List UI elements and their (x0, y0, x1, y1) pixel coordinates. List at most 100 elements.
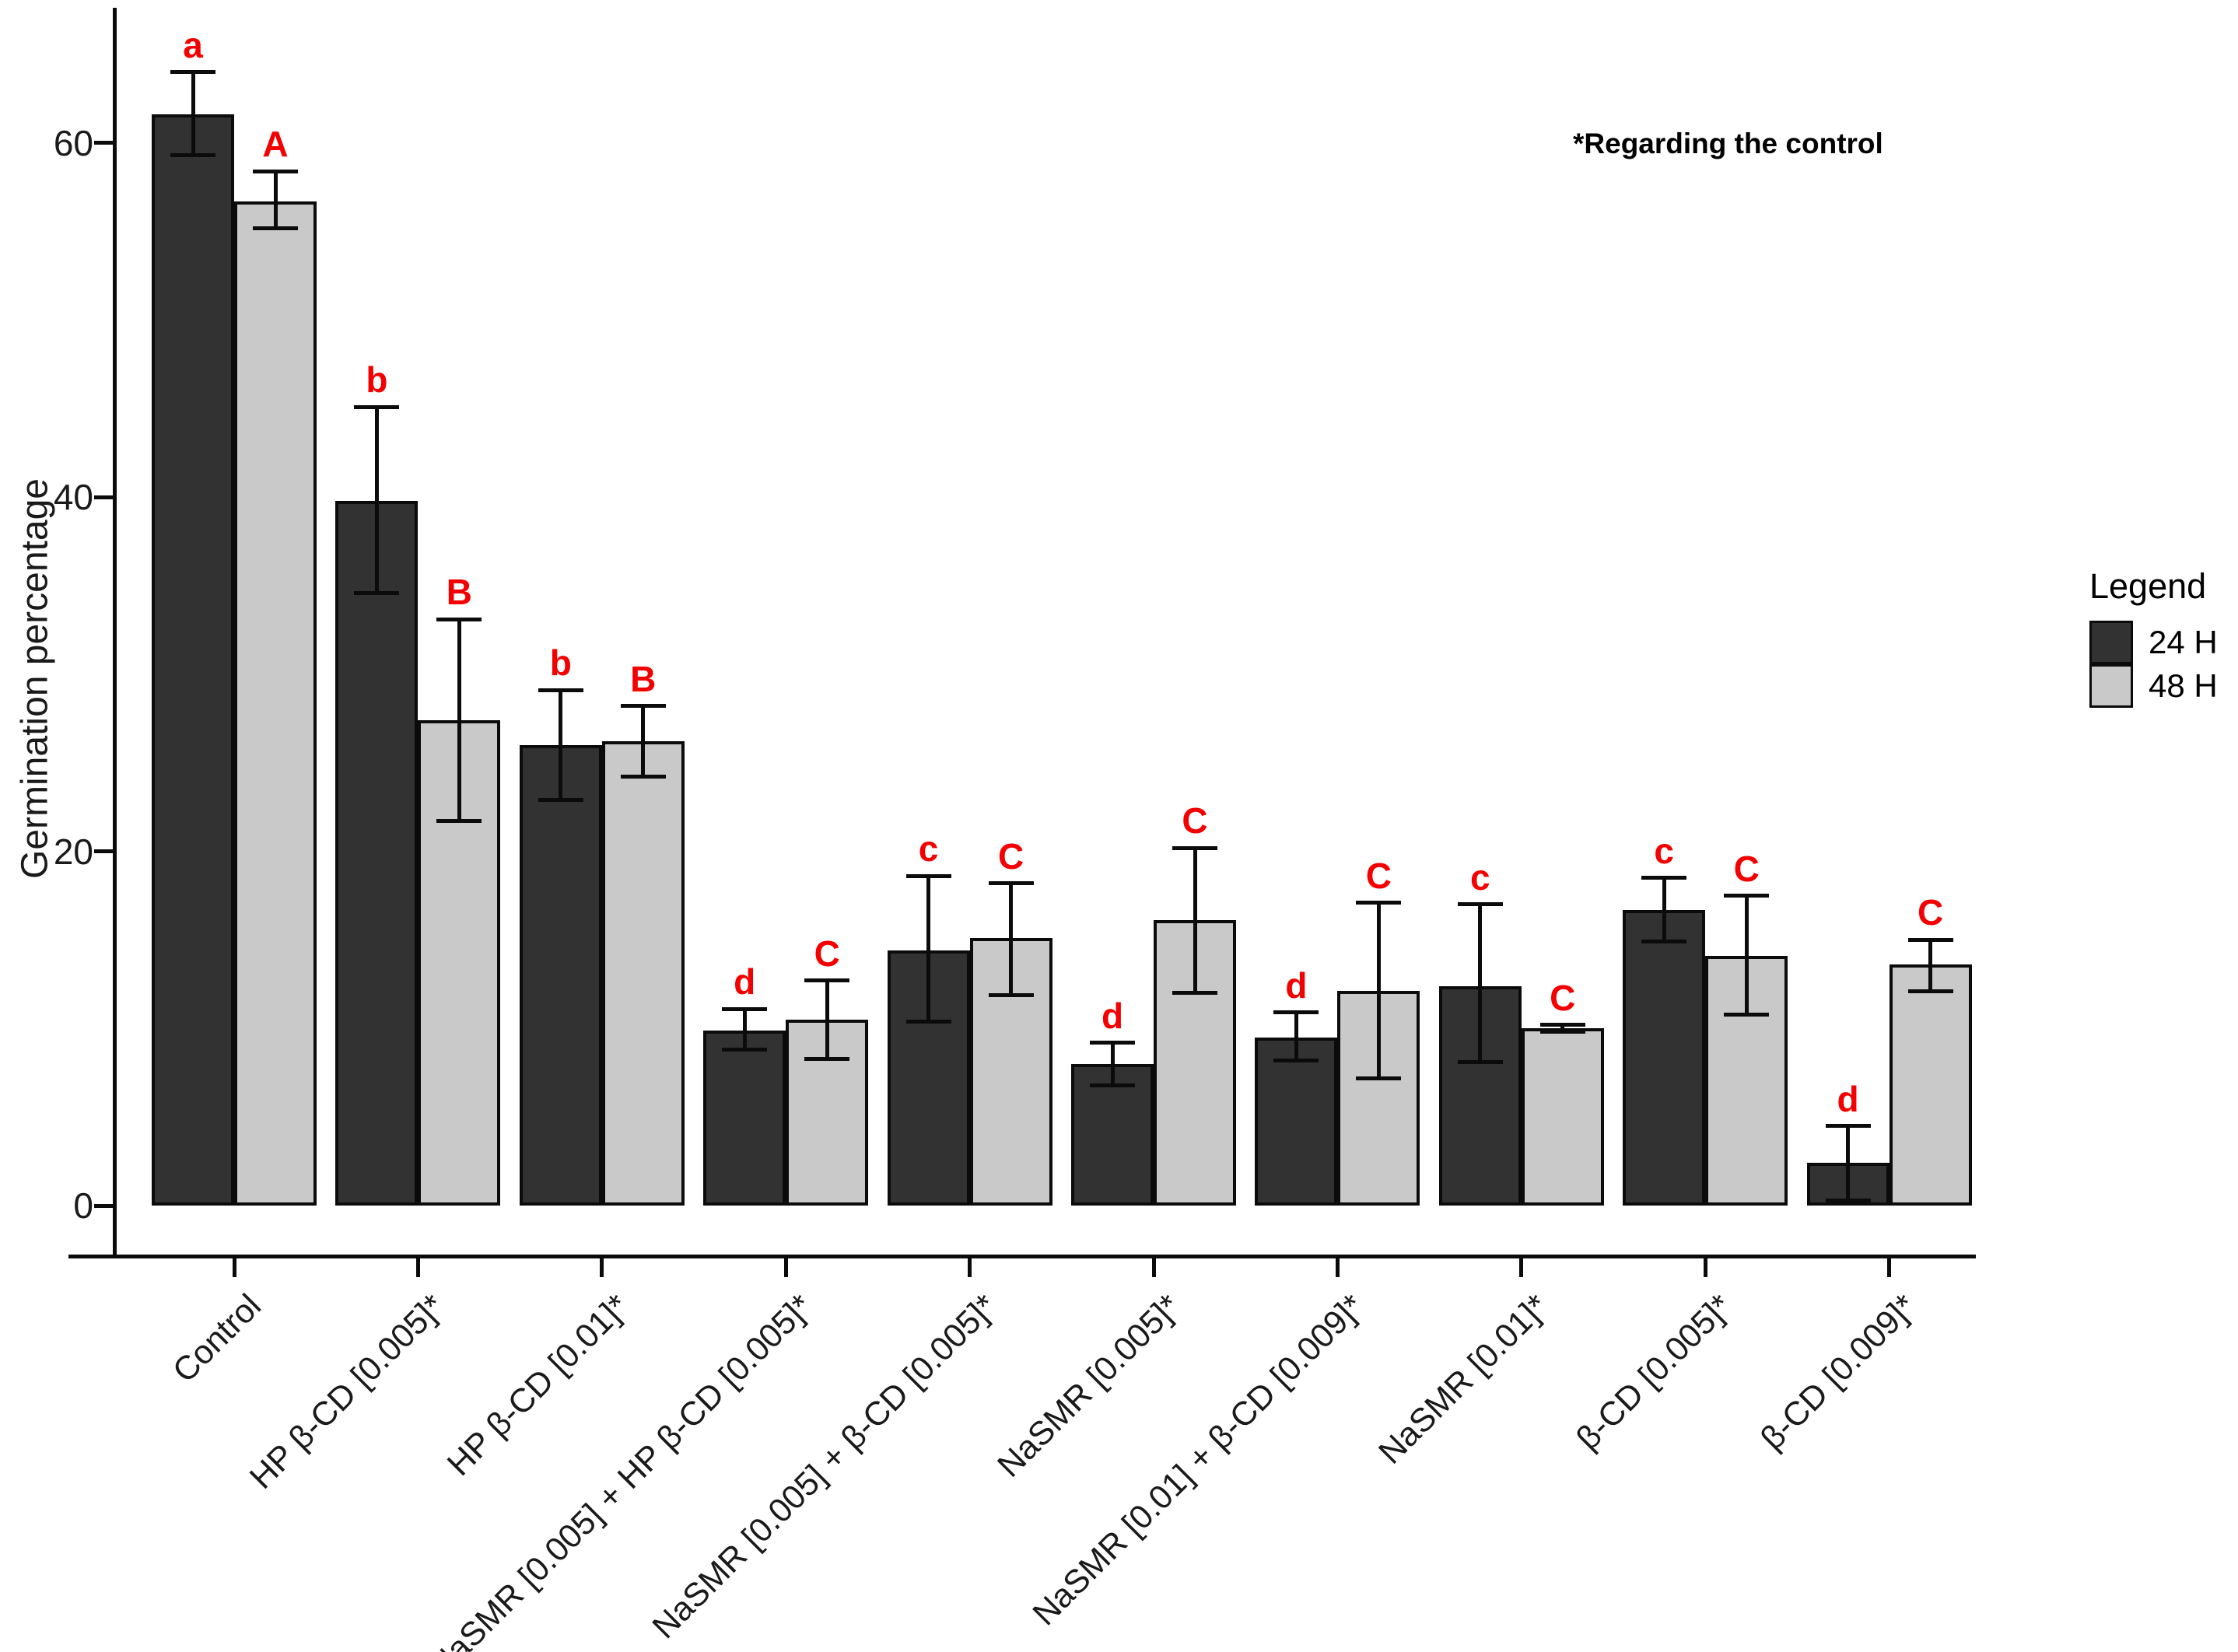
y-tick-label: 0 (73, 1185, 93, 1226)
x-axis-line (68, 1255, 1976, 1258)
x-tick-mark (1519, 1257, 1524, 1277)
bar-24h (703, 1030, 786, 1206)
error-bar-line (1294, 1012, 1298, 1061)
error-bar-line (1110, 1042, 1115, 1086)
legend-swatch-24h (2089, 621, 2133, 664)
error-bar-cap-bottom (1273, 1058, 1319, 1062)
x-tick-mark (600, 1257, 604, 1277)
error-bar-cap-bottom (804, 1056, 850, 1061)
error-bar-line (926, 876, 931, 1022)
error-bar-cap-top (804, 978, 850, 983)
error-bar-cap-bottom (354, 590, 400, 595)
error-bar-cap-top (1641, 876, 1687, 880)
y-tick-label: 20 (53, 831, 93, 872)
x-tick-mark (1887, 1257, 1892, 1277)
x-tick-mark (415, 1257, 420, 1277)
error-bar-cap-top (1907, 937, 1953, 942)
error-bar-cap-top (988, 881, 1034, 886)
error-bar-cap-top (1356, 901, 1402, 905)
bar-24h (1255, 1037, 1338, 1206)
error-bar-line (1009, 883, 1014, 996)
error-bar-cap-top (722, 1006, 768, 1011)
error-bar-line (1560, 1024, 1565, 1032)
significance-letter: C (1182, 800, 1208, 842)
y-tick-label: 60 (53, 122, 93, 163)
x-tick-mark (1335, 1257, 1340, 1277)
bar-24h (335, 500, 419, 1206)
error-bar-cap-bottom (538, 798, 583, 803)
error-bar-cap-top (1825, 1124, 1871, 1129)
legend-item-label: 24 H (2149, 624, 2218, 660)
error-bar-cap-bottom (1907, 989, 1953, 993)
error-bar-cap-top (538, 688, 583, 692)
error-bar-cap-bottom (1172, 991, 1217, 996)
error-bar-cap-bottom (1457, 1060, 1503, 1065)
error-bar-cap-top (905, 873, 951, 878)
error-bar-cap-top (1724, 894, 1770, 898)
significance-letter: b (549, 642, 572, 684)
x-tick-mark (783, 1257, 788, 1277)
error-bar-line (1744, 895, 1749, 1015)
x-tick-mark (232, 1257, 236, 1277)
y-tick-mark (94, 849, 114, 854)
legend-item: 24 H (2089, 621, 2218, 664)
error-bar-line (457, 619, 461, 821)
error-bar-cap-top (1539, 1023, 1585, 1027)
error-bar-line (374, 407, 379, 593)
x-tick-mark (968, 1257, 972, 1277)
error-bar-line (1662, 877, 1666, 942)
error-bar-cap-top (436, 617, 482, 621)
legend-item-label: 48 H (2149, 667, 2218, 704)
y-tick-mark (94, 141, 114, 145)
significance-letter: C (997, 835, 1024, 877)
error-bar-cap-bottom (1724, 1012, 1770, 1017)
y-tick-label: 40 (53, 477, 93, 518)
error-bar-line (273, 171, 278, 229)
error-bar-cap-top (620, 704, 666, 709)
error-bar-line (1846, 1125, 1851, 1201)
significance-letter: d (1285, 964, 1308, 1006)
x-tick-mark (1703, 1257, 1707, 1277)
significance-letter: C (1365, 855, 1392, 896)
annotation-regarding-control: *Regarding the control (1573, 128, 1883, 159)
significance-letter: C (1550, 977, 1576, 1018)
bar-48h (601, 741, 685, 1206)
y-tick-mark (94, 495, 114, 499)
bar-48h (1521, 1028, 1604, 1206)
legend-item: 48 H (2089, 664, 2218, 708)
significance-letter: A (262, 124, 289, 165)
y-tick-mark (94, 1203, 114, 1208)
bar-48h (786, 1019, 869, 1206)
significance-letter: b (366, 359, 388, 401)
significance-letter: C (814, 933, 840, 974)
bar-24h (519, 744, 602, 1206)
x-tick-mark (1151, 1257, 1156, 1277)
error-bar-cap-top (170, 70, 215, 75)
error-bar-cap-bottom (722, 1048, 768, 1052)
bar-48h (234, 201, 317, 1206)
error-bar-line (559, 690, 563, 800)
significance-letter: a (183, 24, 203, 65)
error-bar-cap-bottom (436, 819, 482, 824)
significance-letter: B (630, 658, 657, 699)
bar-24h (1071, 1063, 1154, 1206)
error-bar-cap-top (1457, 902, 1503, 907)
error-bar-line (825, 980, 829, 1059)
y-axis-line (113, 8, 117, 1258)
significance-letter: d (1837, 1078, 1859, 1119)
legend-title: Legend (2089, 566, 2207, 606)
error-bar-cap-bottom (620, 775, 666, 779)
legend-items: 24 H 48 H (2089, 621, 2218, 708)
significance-letter: d (1101, 995, 1124, 1036)
y-axis-title: Germination percentage (14, 478, 56, 879)
error-bar-line (742, 1009, 747, 1050)
error-bar-line (1376, 902, 1381, 1079)
significance-letter: B (446, 572, 472, 613)
error-bar-line (1193, 848, 1197, 993)
significance-letter: c (918, 828, 939, 870)
significance-letter: d (734, 961, 756, 1003)
error-bar-cap-top (1273, 1010, 1319, 1015)
error-bar-cap-bottom (1641, 940, 1687, 944)
significance-letter: C (1917, 892, 1944, 933)
